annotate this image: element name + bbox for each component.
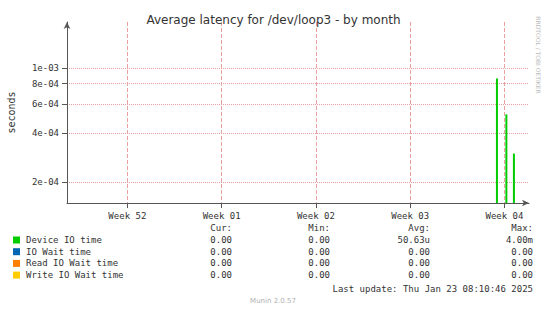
- svg-text:Write IO Wait time: Write IO Wait time: [26, 270, 124, 280]
- svg-text:0.00: 0.00: [210, 258, 232, 268]
- svg-text:Last update: Thu Jan 23 08:10:: Last update: Thu Jan 23 08:10:46 2025: [333, 284, 533, 294]
- svg-text:0.00: 0.00: [308, 247, 330, 257]
- svg-text:6e-04: 6e-04: [32, 99, 59, 109]
- svg-text:Week 02: Week 02: [297, 211, 335, 221]
- svg-text:0.00: 0.00: [210, 247, 232, 257]
- svg-text:2e-04: 2e-04: [32, 177, 59, 187]
- svg-text:0.00: 0.00: [511, 270, 533, 280]
- svg-text:Munin 2.0.57: Munin 2.0.57: [250, 297, 296, 305]
- svg-text:0.00: 0.00: [408, 258, 430, 268]
- svg-text:50.63u: 50.63u: [397, 235, 430, 245]
- svg-text:Week 01: Week 01: [203, 211, 241, 221]
- svg-text:Max:: Max:: [511, 223, 533, 233]
- svg-text:4.00m: 4.00m: [506, 235, 533, 245]
- svg-text:Avg:: Avg:: [408, 223, 430, 233]
- svg-text:0.00: 0.00: [210, 270, 232, 280]
- svg-text:1e-03: 1e-03: [32, 63, 59, 73]
- svg-text:0.00: 0.00: [210, 235, 232, 245]
- svg-text:Week 04: Week 04: [486, 211, 524, 221]
- svg-text:4e-04: 4e-04: [32, 128, 59, 138]
- svg-text:Min:: Min:: [308, 223, 330, 233]
- svg-text:0.00: 0.00: [308, 235, 330, 245]
- svg-text:8e-04: 8e-04: [32, 79, 59, 89]
- svg-text:0.00: 0.00: [308, 270, 330, 280]
- svg-text:Week 03: Week 03: [391, 211, 429, 221]
- svg-text:0.00: 0.00: [408, 247, 430, 257]
- svg-text:seconds: seconds: [6, 91, 17, 133]
- svg-text:Read IO Wait time: Read IO Wait time: [26, 258, 118, 268]
- svg-text:0.00: 0.00: [308, 258, 330, 268]
- svg-text:IO Wait time: IO Wait time: [26, 247, 91, 257]
- svg-text:Average latency for /dev/loop3: Average latency for /dev/loop3 - by mont…: [146, 13, 400, 27]
- svg-text:0.00: 0.00: [511, 258, 533, 268]
- svg-text:0.00: 0.00: [511, 247, 533, 257]
- svg-text:Week 52: Week 52: [108, 211, 146, 221]
- svg-text:Cur:: Cur:: [210, 223, 232, 233]
- svg-text:0.00: 0.00: [408, 270, 430, 280]
- svg-text:Device IO time: Device IO time: [26, 235, 102, 245]
- svg-text:RRDTOOL / TOBI OETIKER: RRDTOOL / TOBI OETIKER: [535, 16, 542, 93]
